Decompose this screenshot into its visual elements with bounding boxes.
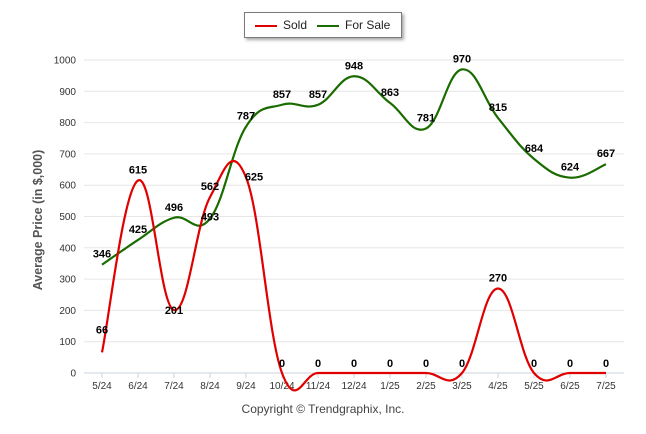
copyright-footer: Copyright © Trendgraphix, Inc. [241,402,405,416]
x-tick-label: 7/25 [596,381,616,392]
legend-label-for-sale: For Sale [345,18,391,32]
x-tick-label: 6/24 [128,381,148,392]
data-label-sold: 0 [459,358,465,370]
y-tick-label: 300 [59,275,76,286]
data-label-sold: 0 [531,358,537,370]
y-tick-label: 900 [59,87,76,98]
data-label-for-sale: 667 [597,148,615,160]
series-line-for-sale [101,68,607,266]
data-label-for-sale: 948 [345,60,363,72]
data-label-for-sale: 496 [165,202,183,214]
data-label-sold: 0 [351,358,357,370]
data-label-for-sale: 857 [309,89,327,101]
y-tick-label: 200 [59,306,76,317]
data-label-for-sale: 863 [381,87,399,99]
data-label-for-sale: 346 [93,249,111,261]
y-tick-labels: 0 100 200 300 400 500 600 700 800 900 1000 [54,56,77,380]
x-tick-label: 11/24 [306,381,331,392]
data-label-sold: 0 [387,358,393,370]
grid-lines [84,59,624,374]
data-labels: 66 615 201 562 625 0 0 0 0 0 0 270 0 0 0 346 425 496 493 78… [93,53,615,370]
y-tick-label: 700 [59,149,76,160]
x-tick-label: 3/25 [452,381,472,392]
data-label-sold: 0 [279,358,285,370]
data-label-sold: 0 [423,358,429,370]
x-tick-label: 5/25 [524,381,544,392]
data-label-sold: 0 [315,358,321,370]
data-label-for-sale: 787 [237,111,255,123]
y-tick-label: 800 [59,118,76,129]
data-label-for-sale: 493 [201,212,219,224]
data-label-for-sale: 425 [129,224,147,236]
data-label-sold: 66 [96,324,108,336]
data-label-for-sale: 684 [525,143,544,155]
x-tick-label: 5/24 [92,381,112,392]
data-label-sold: 0 [603,358,609,370]
y-axis-title: Average Price (in $,000) [31,149,45,291]
data-label-for-sale: 781 [417,113,435,125]
y-tick-label: 1000 [54,56,77,67]
data-label-sold: 625 [245,171,263,183]
x-tick-label: 8/24 [200,381,220,392]
data-label-for-sale: 857 [273,89,291,101]
y-tick-label: 600 [59,181,76,192]
y-tick-label: 500 [59,212,76,223]
x-tick-label: 10/24 [269,381,294,392]
data-label-for-sale: 815 [489,102,507,114]
x-tick-label: 1/25 [380,381,400,392]
x-tick-label: 2/25 [416,381,436,392]
data-label-for-sale: 624 [561,162,580,174]
data-label-sold: 270 [489,272,507,284]
x-tick-label: 4/25 [488,381,508,392]
legend-swatch-sold [255,25,277,27]
y-tick-label: 0 [70,369,76,380]
x-tick-label: 9/24 [236,381,256,392]
x-tick-labels: 5/24 6/24 7/24 8/24 9/24 10/24 11/24 12/24 1/25 2… [92,373,616,392]
series-line-sold [100,160,606,392]
y-tick-label: 400 [59,243,76,254]
legend-label-sold: Sold [283,18,308,32]
data-label-sold: 562 [201,181,219,193]
legend-swatch-for-sale [317,25,339,27]
x-tick-label: 6/25 [560,381,580,392]
legend: Sold For Sale [244,12,402,38]
data-label-sold: 201 [165,305,183,317]
x-tick-label: 12/24 [341,381,366,392]
data-label-sold: 0 [567,358,573,370]
y-tick-label: 100 [59,337,76,348]
series-lines [100,68,607,392]
data-label-sold: 615 [129,165,147,177]
data-label-for-sale: 970 [453,53,471,65]
x-tick-label: 7/24 [164,381,184,392]
